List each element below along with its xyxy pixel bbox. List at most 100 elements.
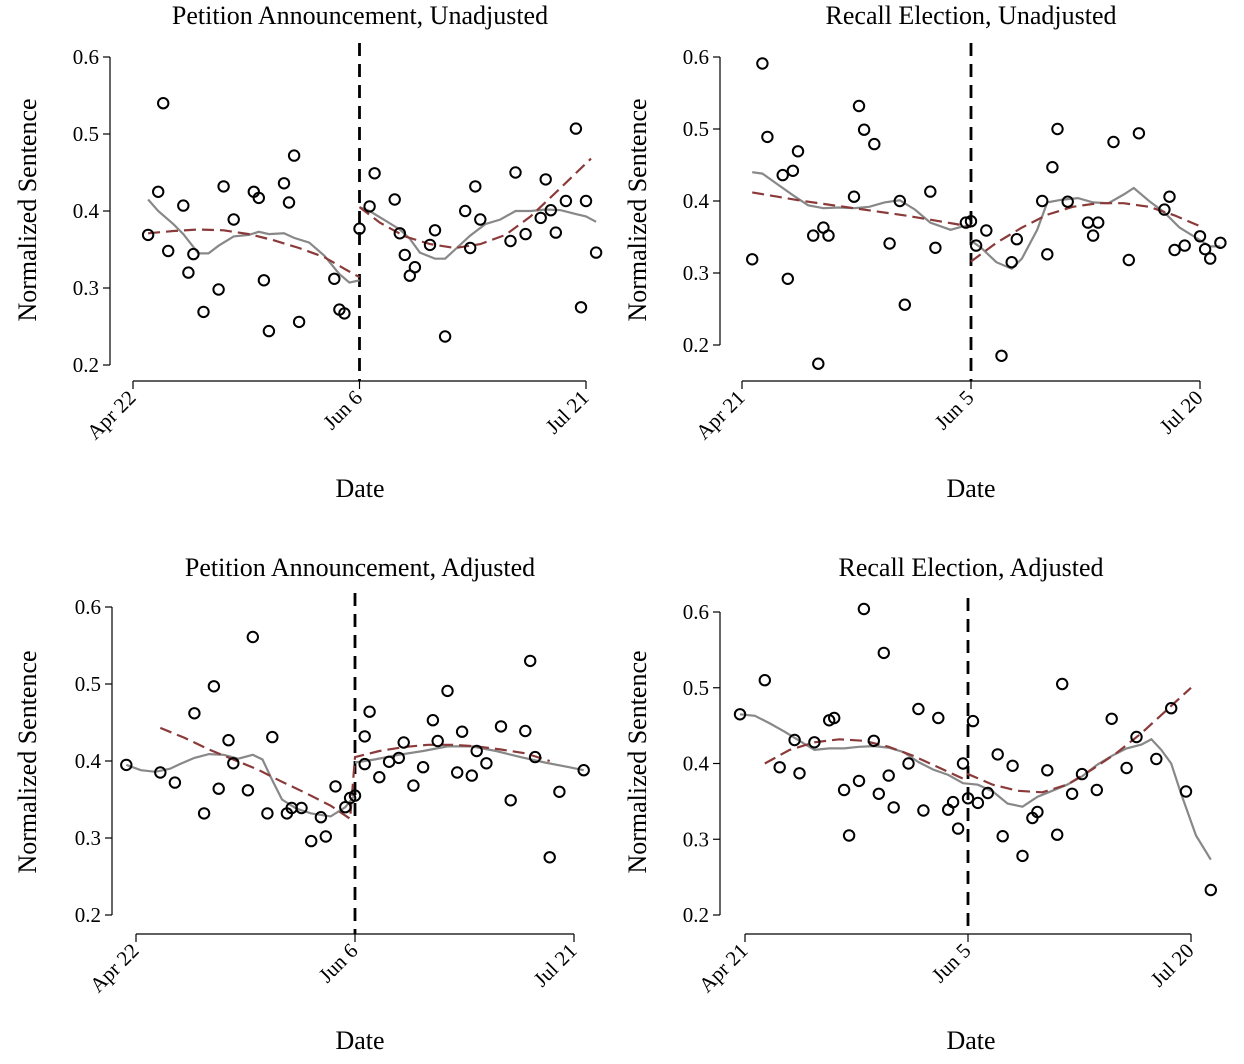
data-point: [519, 227, 532, 241]
y-tick-label: 0.3: [683, 261, 709, 285]
data-point: [917, 804, 930, 817]
data-point: [416, 761, 430, 774]
data-point: [266, 730, 279, 744]
plot-area: 0.2 0.3 0.4 0.5 0.6 Apr 22 Jun 6 Jul 21: [73, 43, 603, 444]
data-point: [212, 283, 225, 296]
data-point: [1132, 127, 1146, 140]
data-point: [577, 764, 590, 777]
data-point: [152, 185, 165, 199]
panel-title: Recall Election, Unadjusted: [826, 1, 1117, 30]
panel-recall-adjusted: Recall Election, Adjusted Date Normalize…: [623, 553, 1218, 1055]
y-tick-label: 0.4: [683, 752, 710, 776]
data-point: [339, 801, 352, 814]
data-point: [1036, 194, 1049, 208]
data-point: [924, 185, 937, 198]
data-point: [480, 757, 493, 770]
y-axis-label: Normalized Sentence: [13, 98, 42, 321]
data-point: [252, 191, 265, 205]
data-point: [295, 801, 308, 815]
x-tick-label: Apr 21: [694, 939, 753, 998]
data-point: [368, 167, 381, 180]
data-point: [995, 349, 1008, 362]
y-tick-label: 0.6: [75, 595, 101, 619]
data-point: [1031, 805, 1044, 819]
data-point: [168, 776, 182, 789]
data-point: [857, 123, 871, 136]
data-point: [969, 239, 983, 252]
data-point: [388, 193, 401, 206]
y-tick-label: 0.5: [75, 672, 101, 696]
data-point: [262, 324, 276, 338]
data-point: [1010, 233, 1023, 246]
data-point: [549, 226, 562, 239]
y-tick-label: 0.6: [683, 600, 709, 624]
data-point: [162, 244, 175, 258]
data-point: [1178, 239, 1191, 252]
panel-title: Petition Announcement, Adjusted: [185, 553, 535, 582]
data-point: [756, 57, 769, 70]
data-point: [227, 213, 240, 226]
y-tick-label: 0.3: [683, 827, 709, 851]
data-point: [353, 222, 366, 235]
data-point: [761, 130, 774, 144]
data-point: [1041, 248, 1054, 261]
data-point: [455, 725, 469, 738]
data-point: [882, 769, 895, 782]
data-point: [282, 196, 296, 209]
data-point: [569, 122, 583, 135]
data-point: [292, 315, 306, 329]
data-point: [438, 330, 452, 343]
y-tick-label: 0.2: [683, 903, 709, 927]
data-point: [1179, 785, 1193, 798]
data-point: [465, 769, 478, 782]
y-tick-label: 0.4: [683, 189, 710, 213]
data-point: [528, 750, 542, 764]
data-point: [543, 851, 556, 864]
data-point: [589, 246, 603, 259]
data-point: [791, 145, 805, 158]
x-axis-label: Date: [335, 1026, 384, 1055]
data-point: [177, 199, 190, 212]
data-point: [197, 305, 210, 319]
data-point: [182, 266, 195, 279]
data-point: [154, 766, 167, 779]
data-point: [141, 228, 155, 242]
data-point: [942, 803, 955, 816]
data-point: [852, 774, 866, 788]
data-point: [544, 204, 557, 217]
x-tick-label: Jun 5: [930, 386, 979, 435]
data-point: [1107, 135, 1120, 149]
data-point: [392, 751, 405, 765]
data-point: [808, 736, 821, 749]
data-point: [397, 736, 410, 749]
data-point: [1120, 761, 1133, 775]
data-point: [946, 795, 960, 809]
data-point: [1051, 828, 1064, 841]
y-tick-label: 0.2: [683, 333, 709, 357]
data-point: [1065, 787, 1079, 800]
y-tick-label: 0.3: [75, 826, 101, 850]
data-point: [428, 224, 442, 237]
data-point: [120, 758, 133, 772]
data-point: [1130, 730, 1143, 744]
data-point: [812, 357, 825, 370]
data-point: [241, 784, 255, 797]
data-point: [207, 680, 221, 693]
y-tick-label: 0.5: [683, 117, 709, 141]
data-point: [966, 714, 980, 728]
data-point: [872, 787, 885, 800]
data-point: [837, 783, 851, 797]
data-point: [893, 194, 906, 208]
data-point: [1105, 712, 1118, 725]
data-point: [1204, 883, 1218, 897]
data-point: [504, 794, 517, 807]
data-point: [393, 227, 406, 240]
data-point: [971, 796, 985, 810]
data-point: [991, 748, 1004, 761]
data-point: [559, 194, 573, 208]
x-tick-label: Apr 21: [691, 386, 750, 445]
data-point: [426, 714, 440, 727]
data-point: [788, 733, 801, 747]
data-point: [961, 792, 975, 805]
